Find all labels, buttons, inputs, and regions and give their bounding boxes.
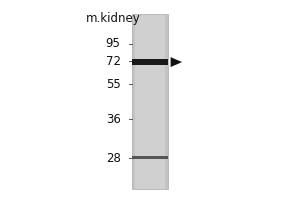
Bar <box>165 14 168 189</box>
Text: 95: 95 <box>106 37 121 50</box>
Text: 28: 28 <box>106 152 121 165</box>
Text: m.kidney: m.kidney <box>86 12 141 25</box>
Polygon shape <box>171 57 182 67</box>
Bar <box>132 59 168 65</box>
Text: 55: 55 <box>106 78 121 91</box>
Text: 36: 36 <box>106 113 121 126</box>
Bar <box>132 156 168 159</box>
Bar <box>132 14 168 189</box>
Text: 72: 72 <box>106 55 121 68</box>
Bar <box>132 14 135 189</box>
